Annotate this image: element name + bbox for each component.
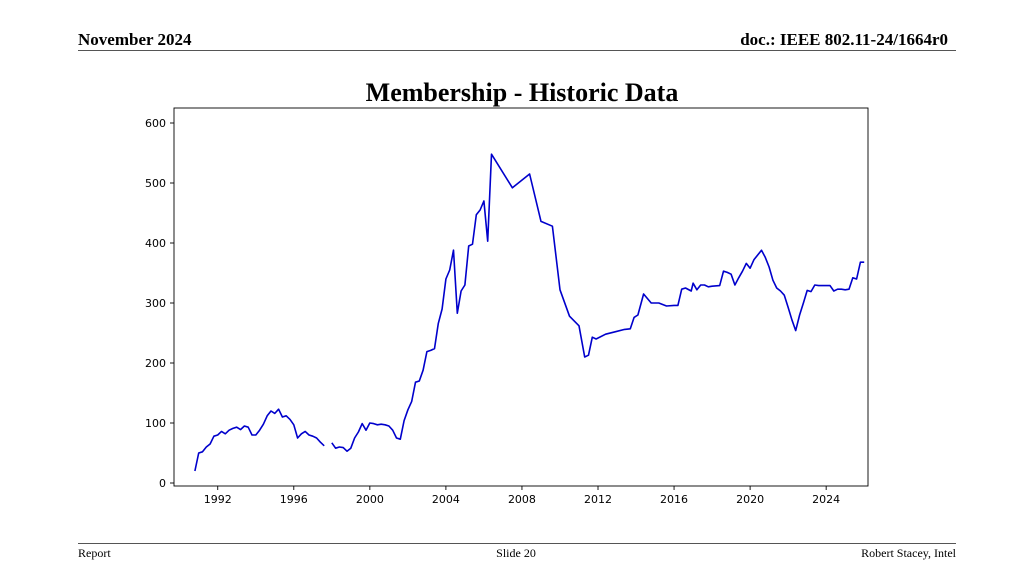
y-tick-label: 500 <box>145 177 166 190</box>
x-tick-label: 2016 <box>660 493 688 506</box>
plot-area-frame <box>173 107 869 487</box>
x-tick-label: 2024 <box>812 493 840 506</box>
axis-ticks: 1992 1996 2000 2004 2008 2012 2016 2020 2024 0 100… <box>145 117 840 506</box>
header-doc-id: doc.: IEEE 802.11-24/1664r0 <box>740 30 948 49</box>
membership-series-line <box>331 153 865 453</box>
header-date: November 2024 <box>78 30 192 49</box>
x-tick-label: 2004 <box>432 493 460 506</box>
footer-left-text: Report <box>78 546 111 560</box>
x-tick-label: 1996 <box>280 493 308 506</box>
x-tick-label: 1992 <box>204 493 232 506</box>
series-lines <box>194 153 865 472</box>
membership-series-line <box>194 408 325 472</box>
footer-divider <box>78 543 956 544</box>
x-tick-label: 2000 <box>356 493 384 506</box>
x-tick-label: 2012 <box>584 493 612 506</box>
y-tick-label: 100 <box>145 417 166 430</box>
y-tick-label: 0 <box>159 477 166 490</box>
y-tick-label: 200 <box>145 357 166 370</box>
slide-title: Membership - Historic Data <box>365 78 679 107</box>
y-tick-label: 600 <box>145 117 166 130</box>
y-tick-label: 300 <box>145 297 166 310</box>
x-tick-label: 2008 <box>508 493 536 506</box>
y-tick-label: 400 <box>145 237 166 250</box>
slide-number: Slide 20 <box>496 546 536 560</box>
footer-author: Robert Stacey, Intel <box>861 546 956 560</box>
header-divider <box>78 50 956 51</box>
x-tick-label: 2020 <box>736 493 764 506</box>
